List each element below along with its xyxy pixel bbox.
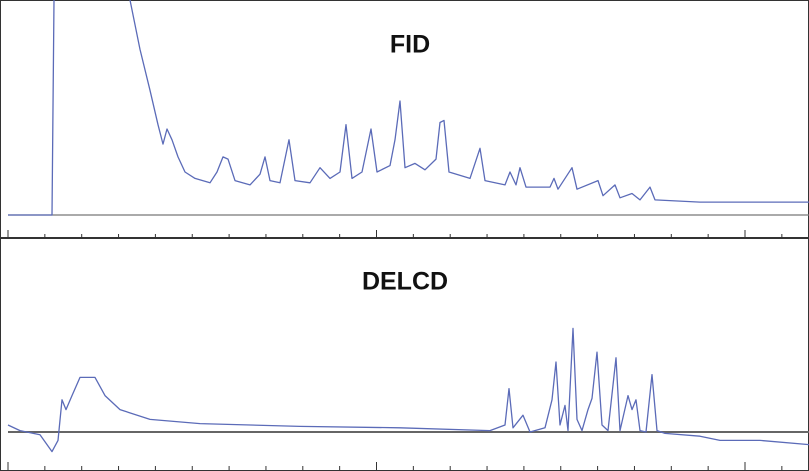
chart-title: DELCD xyxy=(362,268,448,296)
trace xyxy=(8,0,809,216)
trace xyxy=(7,327,809,453)
chart-title: FID xyxy=(390,31,430,59)
tick-marks xyxy=(7,230,783,471)
